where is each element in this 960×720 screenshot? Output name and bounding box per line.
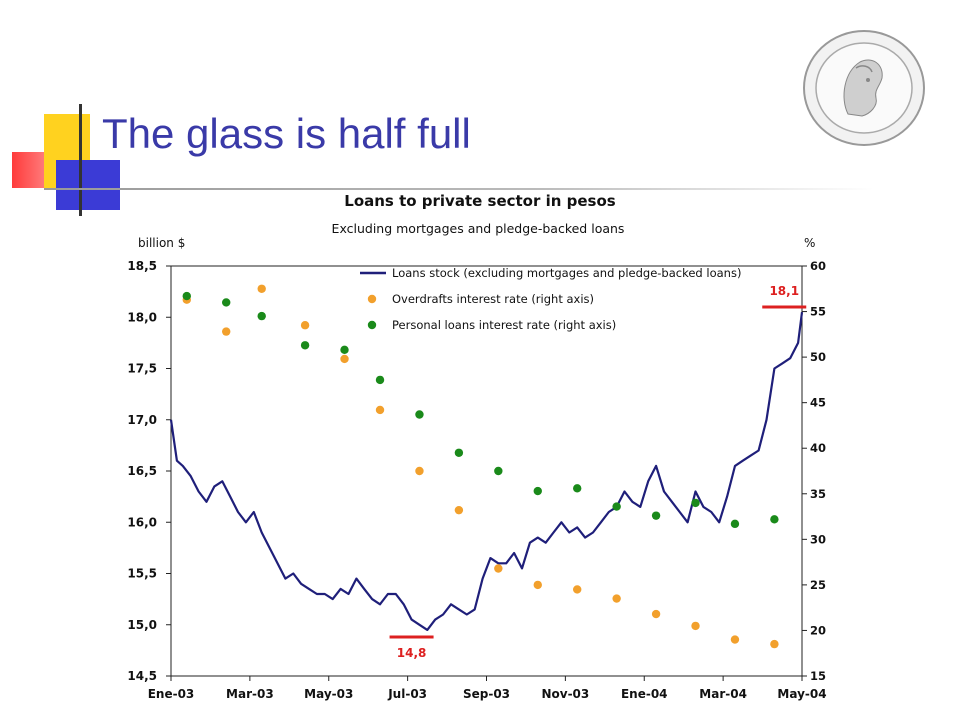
personal-loans-rate-point — [573, 484, 582, 493]
overdrafts-rate-point — [730, 635, 740, 644]
loans-stock-line — [169, 311, 804, 631]
right-tick-label: 25 — [810, 578, 826, 592]
chart-title: Loans to private sector in pesos — [344, 192, 616, 210]
personal-loans-rate-point — [770, 515, 779, 524]
decor-blue-block — [56, 160, 120, 210]
right-tick-label: 60 — [810, 259, 826, 273]
legend-label: Loans stock (excluding mortgages and ple… — [392, 266, 741, 280]
overdrafts-rate-point — [222, 327, 231, 336]
left-tick-label: 18,5 — [127, 259, 157, 273]
x-tick-label: Jul-03 — [387, 687, 427, 701]
personal-loans-rate-point — [454, 448, 464, 457]
personal-loans-rate-point — [300, 341, 310, 350]
left-tick-label: 15,5 — [127, 567, 157, 581]
legend-swatch-dot — [367, 320, 377, 330]
overdrafts-rate-point — [770, 639, 779, 649]
decor-vertical-line — [79, 104, 82, 216]
overdrafts-rate-point — [494, 564, 503, 573]
overdrafts-rate-point — [300, 321, 310, 330]
overdrafts-rate-point — [612, 594, 621, 603]
x-tick-label: Nov-03 — [541, 687, 589, 701]
overdrafts-rate-point — [454, 505, 464, 515]
left-tick-label: 18,0 — [127, 310, 157, 324]
personal-loans-rate-point — [257, 311, 266, 321]
legend-swatch-dot — [367, 294, 377, 304]
overdrafts-rate-point — [257, 284, 266, 293]
page-title: The glass is half full — [102, 110, 471, 157]
overdrafts-rate-point — [340, 354, 349, 364]
left-tick-label: 17,5 — [127, 362, 157, 376]
overdrafts-rate-point — [573, 585, 582, 594]
left-tick-label: 17,0 — [127, 413, 157, 427]
right-tick-label: 35 — [810, 487, 826, 501]
right-tick-label: 55 — [810, 305, 826, 319]
personal-loans-rate-point — [340, 345, 349, 355]
personal-loans-rate-point — [182, 291, 191, 301]
right-tick-label: 30 — [810, 532, 826, 546]
personal-loans-rate-point — [730, 519, 740, 529]
overdrafts-rate-point — [691, 621, 700, 631]
left-tick-label: 16,0 — [127, 515, 157, 529]
title-underline — [44, 188, 874, 190]
left-tick-label: 15,0 — [127, 618, 157, 632]
right-axis-unit: % — [804, 236, 815, 250]
annotation-label: 14,8 — [397, 646, 427, 660]
personal-loans-rate-point — [222, 298, 231, 307]
annotation-label: 18,1 — [769, 284, 799, 298]
right-tick-label: 15 — [810, 669, 826, 683]
right-tick-label: 45 — [810, 396, 826, 410]
overdrafts-rate-point — [375, 405, 385, 415]
left-axis-unit: billion $ — [138, 236, 185, 250]
x-tick-label: May-04 — [777, 687, 826, 701]
personal-loans-rate-point — [375, 375, 385, 385]
chart-subtitle: Excluding mortgages and pledge-backed lo… — [332, 221, 625, 236]
personal-loans-rate-point — [494, 466, 503, 476]
overdrafts-rate-point — [533, 580, 542, 590]
overdrafts-rate-point — [651, 609, 661, 619]
legend-label: Personal loans interest rate (right axis… — [392, 318, 616, 332]
x-tick-label: May-03 — [304, 687, 353, 701]
personal-loans-rate-point — [651, 511, 661, 520]
x-tick-label: Ene-03 — [148, 687, 195, 701]
left-tick-label: 14,5 — [127, 669, 157, 683]
personal-loans-rate-point — [691, 498, 700, 508]
x-tick-label: Mar-04 — [699, 687, 747, 701]
legend-label: Overdrafts interest rate (right axis) — [392, 292, 594, 306]
personal-loans-rate-point — [533, 486, 542, 496]
right-tick-label: 20 — [810, 623, 826, 637]
right-tick-label: 50 — [810, 350, 826, 364]
personal-loans-rate-point — [612, 502, 621, 511]
overdrafts-rate-point — [415, 466, 424, 476]
x-tick-label: Mar-03 — [226, 687, 274, 701]
x-tick-label: Sep-03 — [463, 687, 510, 701]
personal-loans-rate-point — [415, 410, 424, 419]
left-tick-label: 16,5 — [127, 464, 157, 478]
x-tick-label: Ene-04 — [621, 687, 668, 701]
right-tick-label: 40 — [810, 441, 826, 455]
central-bank-seal-logo — [803, 30, 925, 146]
